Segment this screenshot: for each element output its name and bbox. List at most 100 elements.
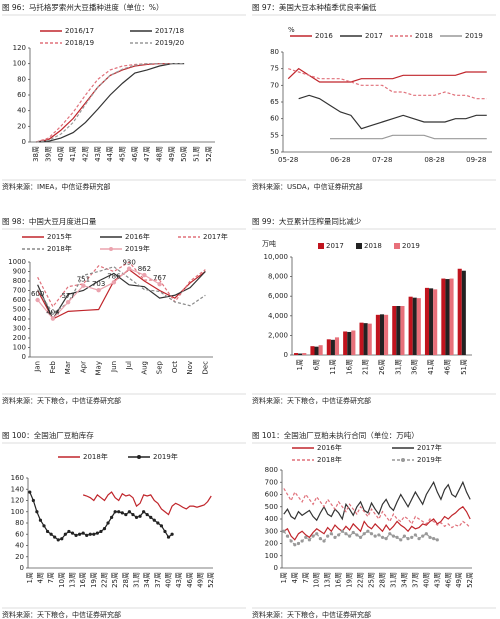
bar bbox=[441, 278, 446, 355]
y-tick-label: 2,000 bbox=[268, 331, 288, 339]
data-label: 767 bbox=[153, 274, 166, 282]
data-point bbox=[85, 533, 89, 537]
data-point bbox=[95, 531, 99, 535]
y-tick-label: 800 bbox=[13, 277, 26, 285]
x-tick-label: 07-28 bbox=[372, 156, 392, 164]
y-tick-label: 80 bbox=[15, 519, 24, 527]
y-tick-label: 400 bbox=[265, 515, 278, 523]
x-tick-label: 05-28 bbox=[278, 156, 298, 164]
legend-label: 2015年 bbox=[47, 232, 72, 241]
x-tick-label: 42周 bbox=[82, 146, 90, 162]
y-tick-label: 100 bbox=[13, 344, 26, 352]
y-tick-label: 100 bbox=[11, 508, 24, 516]
data-point bbox=[406, 537, 410, 541]
x-tick-label: May bbox=[95, 361, 103, 375]
legend-swatch bbox=[318, 243, 324, 249]
bar bbox=[392, 306, 397, 355]
data-point bbox=[111, 280, 117, 285]
x-tick-label: Sep bbox=[156, 360, 164, 374]
data-label: 404 bbox=[46, 309, 60, 317]
data-point bbox=[282, 529, 286, 533]
data-point bbox=[88, 532, 92, 536]
data-point bbox=[31, 498, 35, 503]
data-line bbox=[37, 261, 206, 308]
data-point bbox=[92, 532, 96, 536]
x-tick-label: 46周 bbox=[443, 359, 451, 375]
source-note: 资料来源：USDA，中信证券研究部 bbox=[252, 182, 363, 191]
x-tick-label: Mar bbox=[64, 361, 72, 374]
y-tick-label: 400 bbox=[13, 315, 26, 323]
y-tick-label: 140 bbox=[11, 485, 24, 493]
data-point bbox=[166, 535, 171, 539]
x-tick-label: 37周 bbox=[154, 572, 162, 588]
data-point bbox=[35, 297, 40, 303]
x-tick-label: 40周 bbox=[422, 572, 430, 588]
data-point bbox=[70, 531, 75, 535]
legend-label: 2018年 bbox=[47, 244, 72, 253]
y-tick-label: 200 bbox=[13, 334, 26, 342]
x-tick-label: 52周 bbox=[466, 572, 474, 588]
y-tick-label: 8,000 bbox=[268, 273, 288, 281]
y-tick-label: 75 bbox=[270, 65, 279, 73]
data-point bbox=[384, 537, 388, 541]
x-tick-label: 46周 bbox=[131, 146, 139, 162]
data-line bbox=[330, 134, 487, 140]
y-tick-label: 80 bbox=[270, 48, 279, 56]
legend-label: 2018 bbox=[364, 242, 382, 250]
x-tick-label: 48周 bbox=[156, 146, 164, 162]
bar bbox=[457, 268, 462, 355]
chart-title: 图 101：全国油厂豆粕未执行合同（单位：万吨） bbox=[252, 430, 419, 440]
bar bbox=[347, 331, 352, 355]
y-tick-label: 10,000 bbox=[264, 253, 289, 261]
x-tick-label: 1周 bbox=[296, 359, 304, 370]
x-tick-label: Aug bbox=[140, 361, 148, 375]
data-point bbox=[35, 510, 39, 514]
bar bbox=[379, 314, 385, 355]
data-label: 577 bbox=[61, 292, 74, 300]
data-point bbox=[285, 534, 290, 538]
y-tick-label: 0 bbox=[22, 353, 26, 361]
legend-label: 2018年 bbox=[317, 455, 342, 464]
x-tick-label: 51周 bbox=[460, 359, 468, 375]
chart-title: 图 97：美国大豆本种植季优良率偏低 bbox=[252, 2, 377, 12]
chart-title: 图 99：大豆累计压榨量同比减少 bbox=[252, 216, 362, 226]
bar bbox=[400, 306, 405, 355]
data-point bbox=[337, 533, 341, 537]
y-tick-label: 120 bbox=[13, 44, 26, 52]
y-tick-label: 80 bbox=[17, 75, 26, 83]
bar bbox=[429, 288, 434, 355]
y-tick-label: 55 bbox=[270, 131, 279, 139]
bar bbox=[424, 287, 430, 355]
y-tick-label: 40 bbox=[15, 542, 24, 550]
chart-title: 图 100：全国油厂豆粕库存 bbox=[2, 430, 94, 440]
y-tick-label: 200 bbox=[265, 540, 278, 548]
legend-label: 2019 bbox=[465, 32, 483, 40]
data-point bbox=[149, 515, 153, 519]
x-tick-label: 7周 bbox=[47, 572, 55, 583]
data-line bbox=[37, 266, 206, 315]
bar bbox=[433, 289, 438, 355]
unit-label: 万吨 bbox=[262, 239, 276, 248]
data-point bbox=[117, 510, 121, 514]
bar bbox=[314, 346, 319, 355]
x-tick-label: 28周 bbox=[378, 572, 386, 588]
y-tick-label: 700 bbox=[265, 478, 278, 486]
legend-marker bbox=[401, 458, 405, 462]
data-point bbox=[142, 510, 146, 514]
data-point bbox=[74, 533, 78, 537]
data-line bbox=[283, 488, 471, 529]
x-tick-label: Jun bbox=[110, 361, 118, 373]
unit-label: % bbox=[288, 26, 295, 34]
legend-marker bbox=[137, 455, 141, 459]
y-tick-label: 600 bbox=[13, 296, 26, 304]
x-tick-label: 46周 bbox=[444, 572, 452, 588]
data-point bbox=[347, 534, 352, 538]
data-point bbox=[366, 529, 370, 533]
source-note: 资料来源：天下粮仓，中信证券研究部 bbox=[252, 610, 371, 619]
data-point bbox=[358, 535, 363, 539]
bar bbox=[412, 297, 417, 355]
x-tick-label: 36周 bbox=[411, 359, 419, 375]
data-point bbox=[138, 514, 142, 518]
